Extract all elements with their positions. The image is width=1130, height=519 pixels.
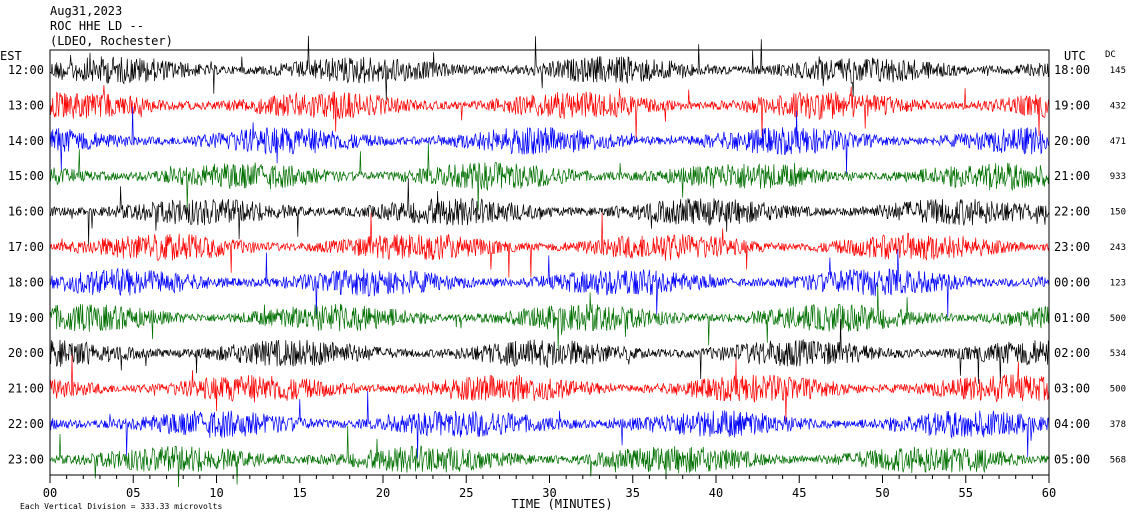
dc-value: 145 — [1110, 66, 1126, 76]
utc-hour-label: 03:00 — [1054, 382, 1090, 396]
utc-hour-label: 21:00 — [1054, 169, 1090, 183]
x-axis-ticks: 00 05 10 15 20 25 30 35 40 45 50 55 60 — [43, 475, 1056, 500]
est-hour-label: 22:00 — [8, 417, 44, 431]
x-tick-label: 40 — [709, 486, 723, 500]
utc-hour-label: 04:00 — [1054, 417, 1090, 431]
dc-value: 432 — [1110, 101, 1126, 111]
x-tick-label: 30 — [542, 486, 556, 500]
est-hour-label: 16:00 — [8, 205, 44, 219]
x-tick-label: 55 — [959, 486, 973, 500]
utc-hour-label: 19:00 — [1054, 98, 1090, 112]
est-hour-label: 23:00 — [8, 452, 44, 466]
x-tick-label: 15 — [293, 486, 307, 500]
utc-hour-label: 01:00 — [1054, 311, 1090, 325]
est-hour-label: 15:00 — [8, 169, 44, 183]
est-hour-label: 20:00 — [8, 346, 44, 360]
trace-row — [49, 354, 1050, 422]
est-hour-label: 12:00 — [8, 63, 44, 77]
x-tick-label: 20 — [376, 486, 390, 500]
est-hour-label: 19:00 — [8, 311, 44, 325]
utc-hour-label: 22:00 — [1054, 205, 1090, 219]
est-axis-label: EST — [0, 49, 22, 63]
dc-value: 243 — [1110, 243, 1126, 253]
utc-hour-label: 20:00 — [1054, 134, 1090, 148]
x-tick-label: 05 — [126, 486, 140, 500]
x-tick-label: 10 — [209, 486, 223, 500]
header-date: Aug31,2023 — [50, 4, 123, 18]
trace-row — [49, 143, 1050, 211]
dc-labels: 145 432 471 933 150 243 123 500 534 500 378 568 — [1110, 66, 1126, 465]
trace-row — [49, 284, 1050, 351]
trace-row — [49, 212, 1050, 278]
est-hour-label: 21:00 — [8, 382, 44, 396]
dc-value: 378 — [1110, 420, 1126, 430]
utc-labels: 18:00 19:00 20:00 21:00 22:00 23:00 00:00 01:00… — [1054, 63, 1090, 466]
utc-hour-label: 05:00 — [1054, 452, 1090, 466]
x-tick-label: 45 — [792, 486, 806, 500]
dc-value: 500 — [1110, 385, 1126, 395]
utc-hour-label: 00:00 — [1054, 275, 1090, 289]
dc-value: 568 — [1110, 455, 1126, 465]
x-tick-label: 25 — [459, 486, 473, 500]
utc-hour-label: 02:00 — [1054, 346, 1090, 360]
x-tick-label: 50 — [875, 486, 889, 500]
dc-value: 933 — [1110, 172, 1126, 182]
dc-value: 150 — [1110, 208, 1126, 218]
trace-row — [49, 249, 1050, 317]
trace-row — [49, 35, 1050, 101]
x-tick-label: 00 — [43, 486, 57, 500]
trace-row — [49, 425, 1050, 488]
trace-row — [49, 390, 1050, 459]
dc-value: 500 — [1110, 314, 1126, 324]
est-labels: 12:00 13:00 14:00 15:00 16:00 17:00 18:00 19:00… — [8, 63, 44, 466]
trace-row — [49, 106, 1050, 175]
est-hour-label: 17:00 — [8, 240, 44, 254]
utc-hour-label: 23:00 — [1054, 240, 1090, 254]
est-hour-label: 14:00 — [8, 134, 44, 148]
seismic-traces — [49, 35, 1050, 488]
dc-value: 471 — [1110, 137, 1126, 147]
trace-row — [49, 178, 1050, 245]
x-tick-label: 60 — [1042, 486, 1056, 500]
est-hour-label: 13:00 — [8, 98, 44, 112]
dc-axis-label: DC — [1105, 50, 1116, 60]
dc-value: 534 — [1110, 349, 1126, 359]
trace-row — [49, 318, 1050, 384]
header-network: (LDEO, Rochester) — [50, 34, 173, 48]
scale-note: Each Vertical Division = 333.33 microvol… — [20, 502, 222, 511]
utc-axis-label: UTC — [1064, 49, 1086, 63]
x-tick-label: 35 — [626, 486, 640, 500]
utc-hour-label: 18:00 — [1054, 63, 1090, 77]
x-axis-title: TIME (MINUTES) — [511, 497, 612, 511]
dc-value: 123 — [1110, 278, 1126, 288]
trace-row — [49, 85, 1050, 139]
est-hour-label: 18:00 — [8, 275, 44, 289]
header-station: ROC HHE LD -- — [50, 19, 144, 33]
